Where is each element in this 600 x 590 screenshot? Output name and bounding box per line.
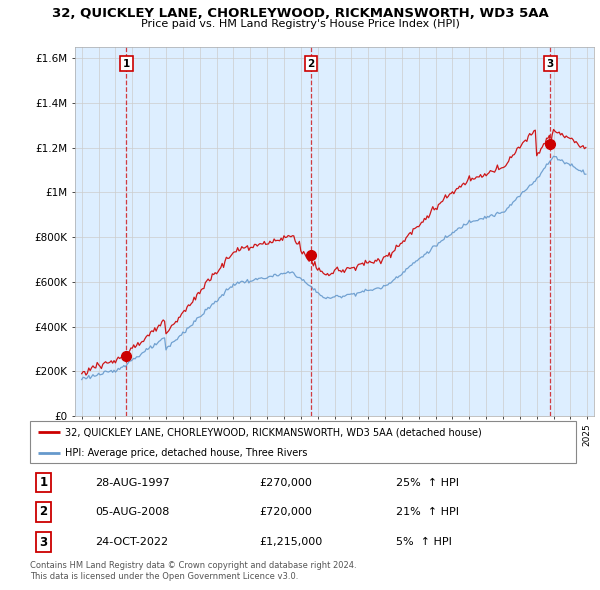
Text: 21%  ↑ HPI: 21% ↑ HPI bbox=[396, 507, 459, 517]
Text: 1: 1 bbox=[40, 476, 48, 489]
Text: This data is licensed under the Open Government Licence v3.0.: This data is licensed under the Open Gov… bbox=[30, 572, 298, 581]
Text: HPI: Average price, detached house, Three Rivers: HPI: Average price, detached house, Thre… bbox=[65, 448, 308, 458]
Text: £1,215,000: £1,215,000 bbox=[259, 537, 323, 547]
Text: £720,000: £720,000 bbox=[259, 507, 312, 517]
Text: 25%  ↑ HPI: 25% ↑ HPI bbox=[396, 477, 459, 487]
FancyBboxPatch shape bbox=[30, 421, 576, 463]
Text: 32, QUICKLEY LANE, CHORLEYWOOD, RICKMANSWORTH, WD3 5AA: 32, QUICKLEY LANE, CHORLEYWOOD, RICKMANS… bbox=[52, 7, 548, 20]
Text: 28-AUG-1997: 28-AUG-1997 bbox=[95, 477, 170, 487]
Text: 1: 1 bbox=[123, 59, 130, 69]
Text: 2: 2 bbox=[307, 59, 314, 69]
Text: Contains HM Land Registry data © Crown copyright and database right 2024.: Contains HM Land Registry data © Crown c… bbox=[30, 560, 356, 569]
Text: 3: 3 bbox=[40, 536, 48, 549]
Text: £270,000: £270,000 bbox=[259, 477, 312, 487]
Text: 32, QUICKLEY LANE, CHORLEYWOOD, RICKMANSWORTH, WD3 5AA (detached house): 32, QUICKLEY LANE, CHORLEYWOOD, RICKMANS… bbox=[65, 427, 482, 437]
Text: 5%  ↑ HPI: 5% ↑ HPI bbox=[396, 537, 452, 547]
Text: 3: 3 bbox=[547, 59, 554, 69]
Text: 2: 2 bbox=[40, 505, 48, 519]
Text: Price paid vs. HM Land Registry's House Price Index (HPI): Price paid vs. HM Land Registry's House … bbox=[140, 19, 460, 29]
Text: 24-OCT-2022: 24-OCT-2022 bbox=[95, 537, 169, 547]
Text: 05-AUG-2008: 05-AUG-2008 bbox=[95, 507, 170, 517]
